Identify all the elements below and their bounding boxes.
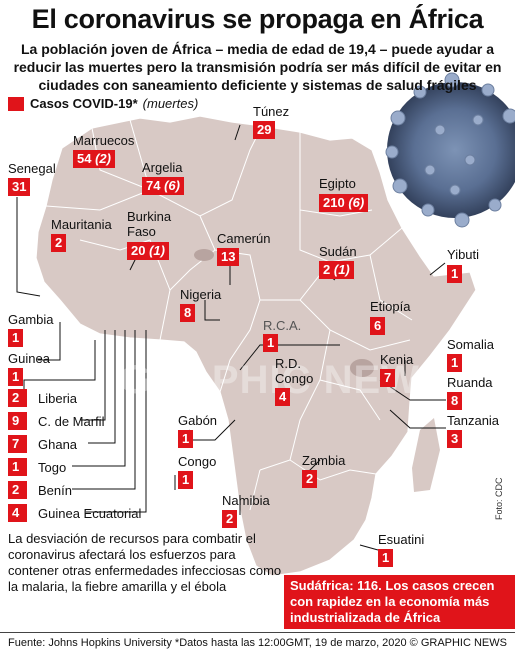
value-sudan: 2 (1) [319, 261, 354, 279]
list-item-value: 4 [8, 504, 27, 522]
madagascar [412, 418, 440, 492]
label-rca: R.C.A. [263, 318, 302, 333]
label-egipto: Egipto [319, 176, 356, 191]
list-item-label: Togo [38, 459, 67, 475]
value-somalia: 1 [447, 354, 463, 372]
label-yibuti: Yibuti [447, 247, 480, 262]
list-item-value: 7 [8, 435, 27, 453]
value-mauritania: 2 [51, 234, 67, 252]
value-argelia: 74 (6) [142, 177, 184, 195]
label-rdcongo: R.D. Congo [275, 356, 314, 386]
value-kenia: 7 [380, 369, 396, 387]
label-nigeria: Nigeria [180, 287, 222, 302]
value-gambia: 1 [8, 329, 24, 347]
photo-credit: Foto: CDC [494, 477, 504, 520]
label-tunez: Túnez [253, 104, 290, 119]
value-marruecos: 54 (2) [73, 150, 115, 168]
value-egipto: 210 (6) [319, 194, 369, 212]
value-ruanda: 8 [447, 392, 463, 410]
leader-lines [16, 124, 446, 551]
label-argelia: Argelia [142, 160, 183, 175]
legend: Casos COVID-19* (muertes) [8, 96, 198, 111]
list-item: 1 Togo [8, 458, 66, 476]
label-burkina: Burkina Faso [127, 209, 172, 239]
list-item-label: Ghana [38, 436, 78, 452]
page-title: El coronavirus se propaga en África [31, 4, 484, 34]
label-congo: Congo [178, 454, 217, 469]
value-nigeria: 8 [180, 304, 196, 322]
value-congo: 1 [178, 471, 194, 489]
label-gabon: Gabón [178, 413, 218, 428]
value-etiopia: 6 [370, 317, 386, 335]
legend-swatch [8, 96, 24, 111]
list-item-label: C. de Marfil [38, 413, 105, 429]
list-item-label: Guinea Ecuatorial [38, 505, 142, 521]
note-text: La desviación de recursos para combatir … [8, 531, 282, 594]
value-tanzania: 3 [447, 430, 463, 448]
label-etiopia: Etiopía [370, 299, 411, 314]
list-item: 4 Guinea Ecuatorial [8, 504, 141, 522]
list-item-value: 2 [8, 389, 27, 407]
south-africa-callout: Sudáfrica: 116. Los casos crecen con rap… [284, 575, 515, 629]
label-esuatini: Esuatini [378, 532, 425, 547]
label-gambia: Gambia [8, 312, 54, 327]
value-guinea: 1 [8, 368, 24, 386]
label-senegal: Senegal [8, 161, 56, 176]
label-ruanda: Ruanda [447, 375, 493, 390]
list-item-label: Benín [38, 482, 72, 498]
legend-label: Casos COVID-19* [30, 96, 138, 111]
coronavirus-illustration [385, 72, 515, 228]
value-senegal: 31 [8, 178, 31, 196]
list-item-value: 1 [8, 458, 27, 476]
value-rdcongo: 4 [275, 388, 291, 406]
label-somalia: Somalia [447, 337, 494, 352]
list-item: 9 C. de Marfil [8, 412, 104, 430]
list-item-label: Liberia [38, 390, 78, 406]
footer: Fuente: Johns Hopkins University *Datos … [0, 632, 515, 654]
value-tunez: 29 [253, 121, 276, 139]
value-gabon: 1 [178, 430, 194, 448]
value-camerun: 13 [217, 248, 240, 266]
label-sudan: Sudán [319, 244, 357, 259]
label-mauritania: Mauritania [51, 217, 112, 232]
label-kenia: Kenia [380, 352, 414, 367]
footer-copyright: © GRAPHIC NEWS [409, 637, 507, 649]
value-namibia: 2 [222, 510, 238, 528]
list-item: 2 Liberia [8, 389, 77, 407]
label-camerun: Camerún [217, 231, 271, 246]
list-item-value: 9 [8, 412, 27, 430]
label-zambia: Zambia [302, 453, 346, 468]
page-subtitle: La población joven de África – media de … [13, 41, 502, 93]
value-yibuti: 1 [447, 265, 463, 283]
value-rca: 1 [263, 334, 279, 352]
value-zambia: 2 [302, 470, 318, 488]
list-item-value: 2 [8, 481, 27, 499]
label-guinea: Guinea [8, 351, 50, 366]
label-tanzania: Tanzania [447, 413, 500, 428]
footer-source: Fuente: Johns Hopkins University *Datos … [8, 637, 407, 649]
list-item: 7 Ghana [8, 435, 77, 453]
value-burkina: 20 (1) [127, 242, 169, 260]
list-item: 2 Benín [8, 481, 72, 499]
value-esuatini: 1 [378, 549, 394, 567]
label-marruecos: Marruecos [73, 133, 135, 148]
label-namibia: Namibia [222, 493, 270, 508]
legend-sublabel: (muertes) [142, 96, 199, 111]
